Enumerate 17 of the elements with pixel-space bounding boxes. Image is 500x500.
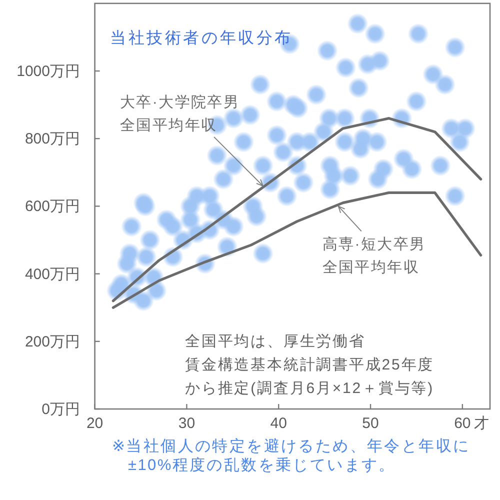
annotation: 大卒·大学院卒男全国平均年収 [120,94,240,134]
x-tick-label: 50 [362,415,379,432]
annotation: 高専·短大卒男全国平均年収 [322,236,426,276]
x-axis-title: 才 [474,415,489,432]
y-tick-label: 400万円 [24,266,80,283]
text: 当社技術者の年収分布 [110,29,293,47]
y-tick-label: 600万円 [24,198,80,216]
y-tick-label: 1000万円 [16,63,80,80]
x-tick-label: 40 [270,415,287,432]
x-tick-label: 20 [86,415,104,432]
y-tick-label: 800万円 [24,130,80,148]
x-tick-label: 60 [454,415,471,432]
x-tick-label: 30 [178,415,196,432]
annotation: 全国平均は、厚生労働省賃金構造基本統計調書平成25年度から推定(調査月6月×12＋賞与等) [185,333,434,397]
y-tick-label: 0万円 [42,401,80,418]
annotation: ※当社個人の特定を避けるため、年令と年収に±10%程度の乱数を乗じています。 [112,438,470,474]
y-tick-label: 200万円 [24,333,80,350]
